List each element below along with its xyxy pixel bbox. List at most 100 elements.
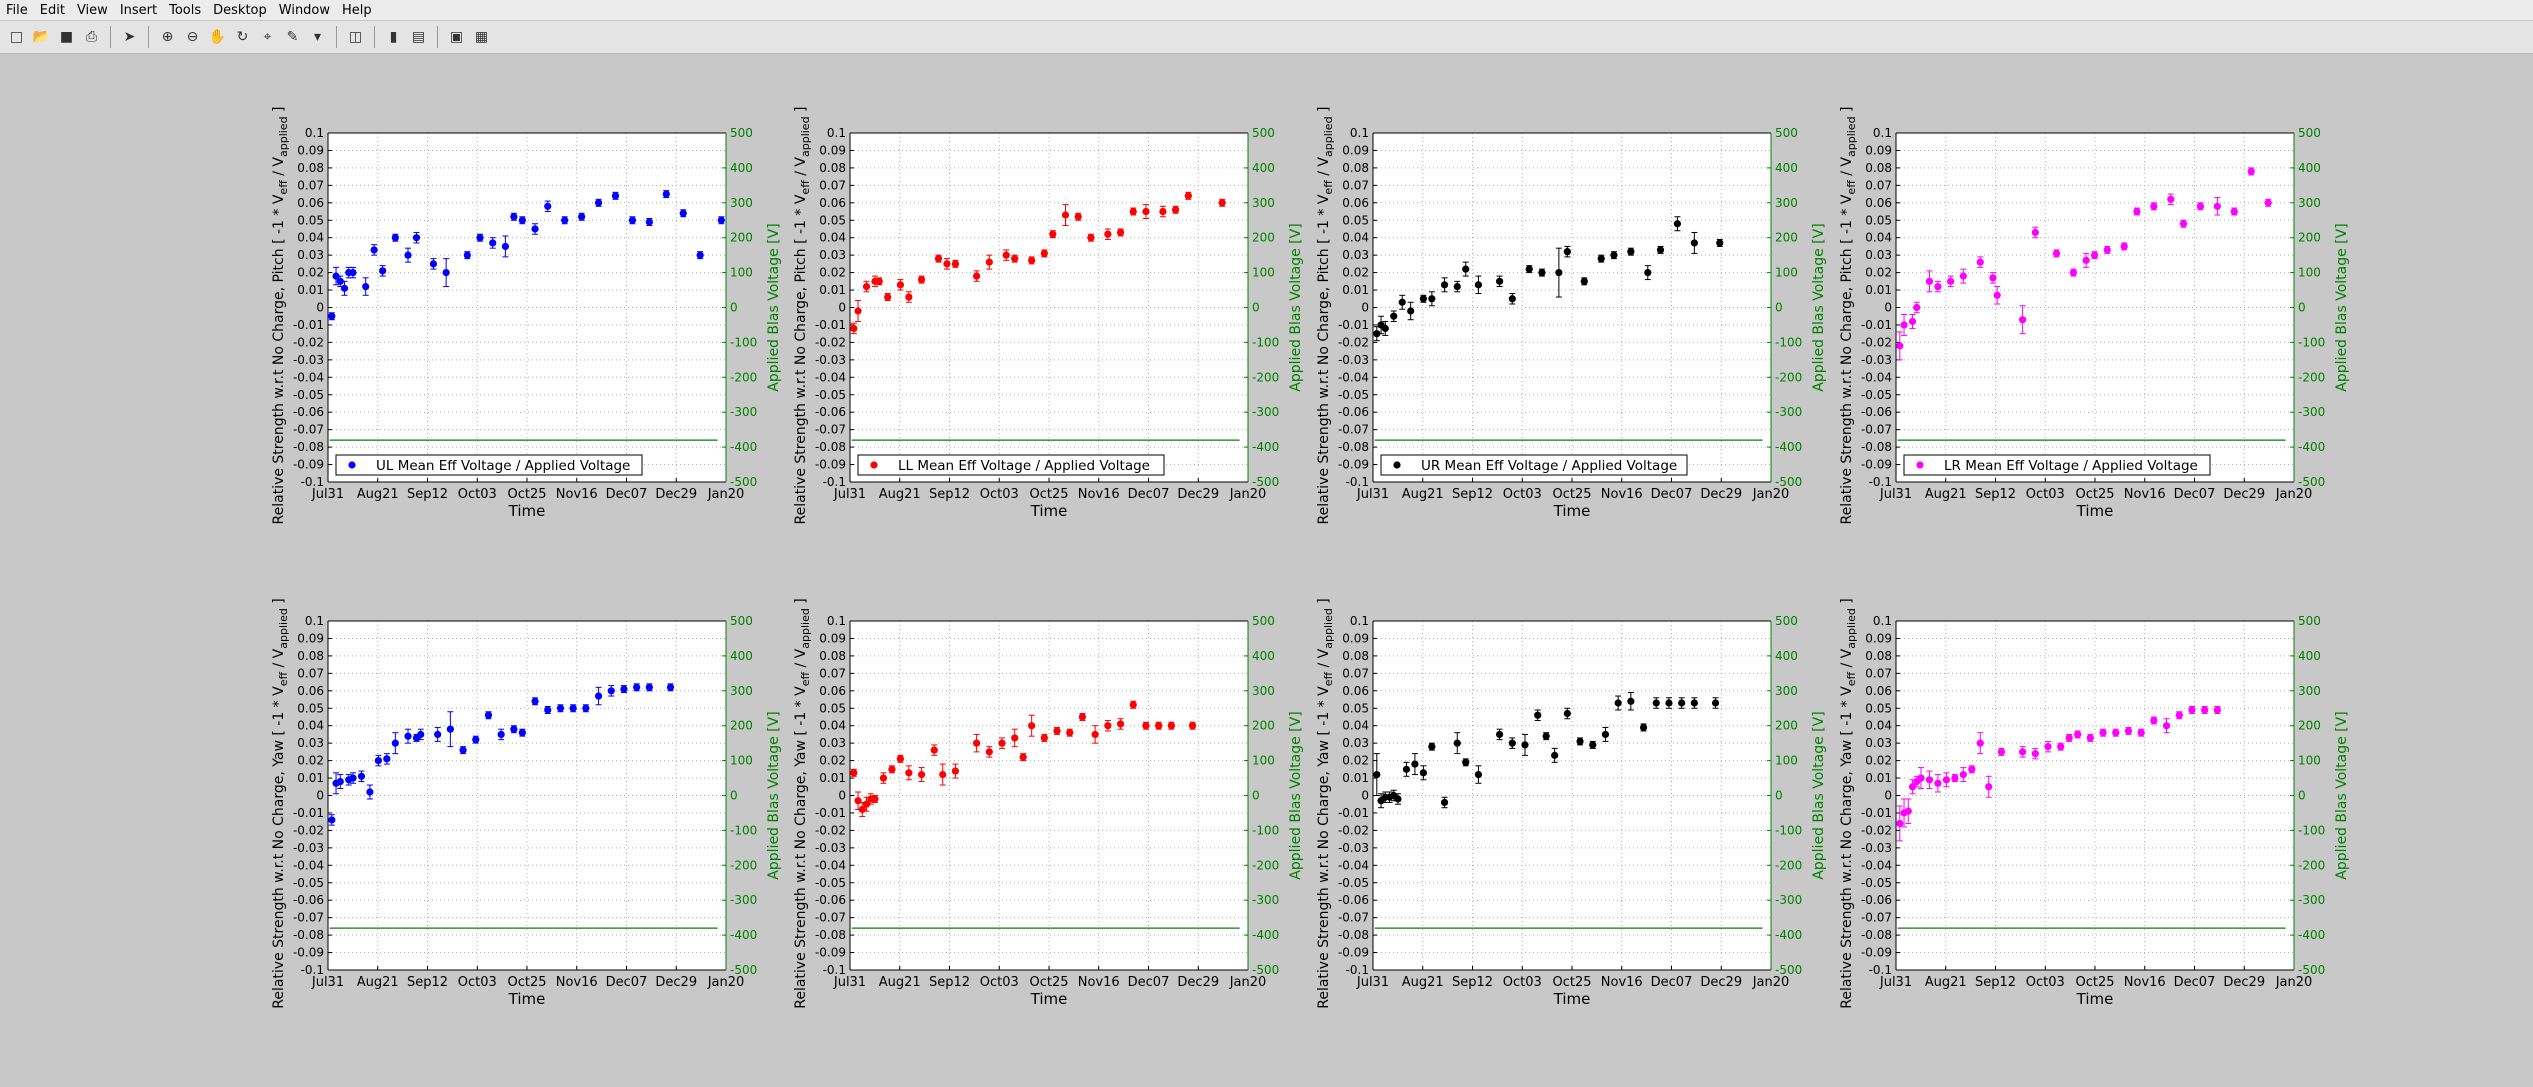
menu-file[interactable]: File [6,2,28,18]
y-tick-label: 0.01 [297,771,324,785]
menu-insert[interactable]: Insert [119,2,158,18]
data-point [662,190,670,199]
legend-label: LL Mean Eff Voltage / Applied Voltage [898,458,1150,474]
data-point [336,774,344,790]
data-marker [1167,722,1175,730]
data-marker [2018,748,2027,756]
x-tick-label: Aug21 [1402,487,1444,502]
y2-tick-label: 500 [2298,126,2321,140]
data-marker [412,234,421,242]
y2-tick-label: 300 [1252,684,1275,698]
data-point [383,753,391,765]
data-point [417,728,425,741]
x-tick-label: Oct03 [458,487,497,502]
menu-window[interactable]: Window [278,2,331,18]
data-point [1474,275,1483,295]
data-point [531,223,539,235]
y2-tick-label: -400 [1775,440,1802,454]
data-point [1951,774,1959,783]
y2-axis-label: Applied Blas Voltage [V] [2334,223,2350,391]
print-icon[interactable]: ⎙ [85,29,98,45]
y2-tick-label: -400 [2298,440,2325,454]
y-tick-label: 0.09 [819,631,846,645]
data-point [875,277,883,286]
data-marker [1665,699,1673,707]
show-plot-tools-icon[interactable]: ▦ [474,29,489,45]
data-point [1576,737,1584,746]
pan-icon[interactable]: ✋ [208,29,227,45]
y-tick-label: 0.1 [1873,614,1892,628]
data-marker [1576,737,1584,746]
data-point [1673,216,1682,232]
data-point [544,200,552,213]
zoom-in-icon[interactable]: ⊕ [161,29,174,45]
y-tick-label: -0.08 [293,928,324,942]
data-point [896,754,904,763]
link-icon[interactable]: ▾ [313,29,322,45]
brush-icon[interactable]: ✎ [286,29,299,45]
x-tick-label: Oct25 [1552,487,1591,502]
y-axis-label: Relative Strength w.r.t No Charge, Pitch… [271,107,290,525]
y-tick-label: -0.06 [815,405,846,419]
data-point [2167,193,2175,206]
data-point [1959,268,1967,284]
data-point [2069,268,2078,277]
y2-tick-label: 500 [730,126,753,140]
legend-box [1903,454,2211,476]
new-figure-icon[interactable]: □ [9,29,24,45]
figure-toolbar: □ 📂 ■ ⎙ ➤ ⊕ ⊖ ✋ ↻ ⌖ ✎ ▾ ◫ ▮ ▤ ▣ ▦ [0,21,2533,54]
x-tick-label: Oct25 [507,975,546,990]
y-tick-label: -0.05 [1338,876,1369,890]
x-tick-label: Aug21 [879,975,921,990]
y-tick-label: 0 [838,789,846,803]
link-plot-icon[interactable]: ◫ [348,29,363,45]
data-marker [1976,739,1984,747]
hide-plot-tools-icon[interactable]: ▣ [449,29,464,45]
data-point [2052,249,2061,258]
data-cursor-icon[interactable]: ⌖ [263,29,272,45]
subplot-lr-pitch: 0.1 0.09 0.08 0.07 0.06 0.05 0.04 0.03 0.02 0.01 0… [1839,107,2350,525]
data-marker [1155,722,1163,730]
data-marker [1525,265,1533,273]
data-marker [1985,783,1993,791]
data-marker [510,725,518,733]
y2-tick-label: 0 [2298,789,2306,803]
data-marker [2099,729,2107,737]
legend-label: LR Mean Eff Voltage / Applied Voltage [1944,458,2198,474]
menu-help[interactable]: Help [342,2,372,18]
colorbar-icon[interactable]: ▮ [389,29,398,45]
y-tick-label: -0.06 [1861,893,1892,907]
y-tick-label: -0.02 [293,335,324,349]
menu-edit[interactable]: Edit [39,2,65,18]
data-point [717,216,725,225]
data-point [1614,695,1622,711]
menu-tools[interactable]: Tools [169,2,202,18]
data-marker [1896,342,1904,350]
data-marker [850,324,858,333]
data-point [463,251,471,260]
y-tick-label: -0.01 [815,806,846,820]
y-tick-label: 0.09 [297,143,324,157]
data-marker [1947,277,1955,285]
pointer-icon[interactable]: ➤ [123,29,136,45]
data-marker [1104,722,1112,730]
data-marker [2069,269,2078,277]
rotate-icon[interactable]: ↻ [236,29,249,45]
open-file-icon[interactable]: 📂 [32,29,51,45]
x-tick-label: Aug21 [1402,975,1444,990]
data-point [2137,728,2145,737]
data-marker [332,272,340,280]
y-tick-label: -0.1 [823,475,846,489]
y-axis-label: Relative Strength w.r.t No Charge, Yaw [… [793,598,812,1009]
menu-view[interactable]: View [76,2,108,18]
save-icon[interactable]: ■ [59,29,74,45]
y-tick-label: -0.04 [815,858,846,872]
menu-desktop[interactable]: Desktop [213,2,267,18]
data-point [1934,280,1942,293]
data-point [871,795,879,803]
zoom-out-icon[interactable]: ⊖ [186,29,199,45]
data-marker [1091,730,1099,739]
legend-icon[interactable]: ▤ [411,29,426,45]
data-marker [854,307,862,315]
data-point [930,744,938,756]
